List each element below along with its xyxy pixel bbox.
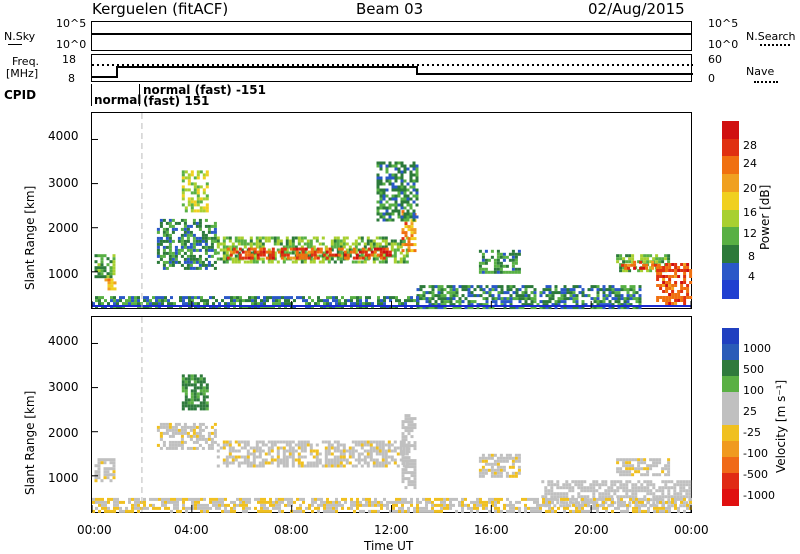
velocity-colorbar-segment [722,440,739,458]
velocity-colorbar-segment [722,456,739,474]
velocity-colorbar [722,328,739,506]
velocity-cbar-tick-neg1000: -1000 [743,489,775,502]
freq-label-line1: Freq. [12,55,40,68]
nave-label: Nave [746,65,775,78]
velocity-ytick-1000: 1000 [48,471,79,485]
velocity-colorbar-segment [722,360,739,378]
freq-trace [92,64,693,78]
cpid-mode-fast-pos: (fast) 151 [143,94,210,108]
velocity-panel [91,316,692,513]
nave-tick-top: 60 [708,53,722,66]
cpid-divider-left [91,84,92,106]
xtick-1600: 16:00 [474,523,509,537]
power-cbar-tick-4: 4 [748,270,755,283]
freq-label-line2: [MHz] [6,67,39,80]
power-ytick-1000: 1000 [48,267,79,281]
nsky-label: N.Sky [4,30,36,43]
power-colorbar-segment [722,156,739,175]
power-ytick-3000: 3000 [48,176,79,190]
power-colorbar-segment [722,262,739,282]
nsky-tick-bottom: 10^0 [56,38,87,51]
xtick-0000: 00:00 [77,523,112,537]
power-cbar-tick-28: 28 [743,139,757,152]
station-title: Kerguelen (fitACF) [92,0,229,18]
nsky-panel [91,21,692,51]
power-ylabel: Slant Range [km] [23,185,37,290]
velocity-colorbar-segment [722,328,739,345]
power-cbar-tick-20: 20 [743,182,757,195]
power-colorbar-segment [722,121,739,140]
power-ytick-4000: 4000 [48,129,79,143]
velocity-cbar-tick-100: 100 [743,384,764,397]
power-colorbar-segment [722,174,739,193]
nave-legend-line [754,81,778,83]
power-cbar-tick-24: 24 [743,157,757,170]
power-cbar-label: Power [dB] [758,184,772,250]
nsearch-tick-top: 10^5 [708,17,739,30]
power-colorbar-segment [722,280,739,299]
power-colorbar-segment [722,244,739,264]
nsky-trace [92,33,691,35]
power-colorbar-segment [722,138,739,158]
power-cbar-tick-8: 8 [748,250,755,263]
power-colorbar-segment [722,227,739,246]
velocity-ytick-4000: 4000 [48,334,79,348]
cpid-mode-normal: normal [94,93,142,107]
power-cbar-tick-16: 16 [743,206,757,219]
velocity-ytick-3000: 3000 [48,380,79,394]
velocity-ylabel: Slant Range [km] [23,390,37,495]
power-colorbar-segment [722,209,739,229]
velocity-colorbar-segment [722,424,739,442]
nsearch-legend-line [760,44,790,46]
velocity-cbar-tick-neg100: -100 [743,447,768,460]
velocity-colorbar-segment [722,344,739,362]
xtick-0800: 08:00 [274,523,309,537]
power-colorbar-segment [722,191,739,211]
velocity-cbar-tick-500: 500 [743,363,764,376]
velocity-cbar-tick-neg25: -25 [743,426,761,439]
velocity-colorbar-segment [722,392,739,410]
velocity-cbar-label: Velocity [m s⁻¹] [774,379,788,473]
power-ytick-2000: 2000 [48,221,79,235]
xtick-2400: 00:00 [674,523,709,537]
freq-tick-top: 18 [62,53,76,66]
xtick-1200: 12:00 [374,523,409,537]
velocity-colorbar-segment [722,376,739,394]
power-cbar-tick-12: 12 [743,227,757,240]
cpid-label: CPID [4,88,37,102]
velocity-colorbar-segment [722,488,739,506]
velocity-colorbar-segment [722,408,739,426]
nsky-legend-line [8,44,22,45]
power-colorbar [722,121,739,299]
xtick-0400: 04:00 [174,523,209,537]
velocity-cbar-tick-25: 25 [743,405,757,418]
nsearch-label: N.Search [746,30,796,43]
freq-tick-bottom: 8 [68,72,75,85]
xaxis-label: Time UT [364,539,414,553]
date-title: 02/Aug/2015 [588,0,685,18]
velocity-cbar-tick-neg500: -500 [743,468,768,481]
cpid-divider-mid [139,84,140,106]
velocity-ytick-2000: 2000 [48,426,79,440]
velocity-cbar-tick-1000: 1000 [743,342,771,355]
freq-panel [91,54,693,82]
xtick-2000: 20:00 [574,523,609,537]
nsearch-tick-bottom: 10^0 [708,38,739,51]
velocity-colorbar-segment [722,472,739,490]
beam-title: Beam 03 [356,0,424,18]
power-panel [91,112,692,309]
cpid-mode-fast-neg: normal (fast) -151 [143,83,266,97]
nsky-tick-top: 10^5 [56,17,87,30]
nave-tick-bottom: 0 [708,72,715,85]
